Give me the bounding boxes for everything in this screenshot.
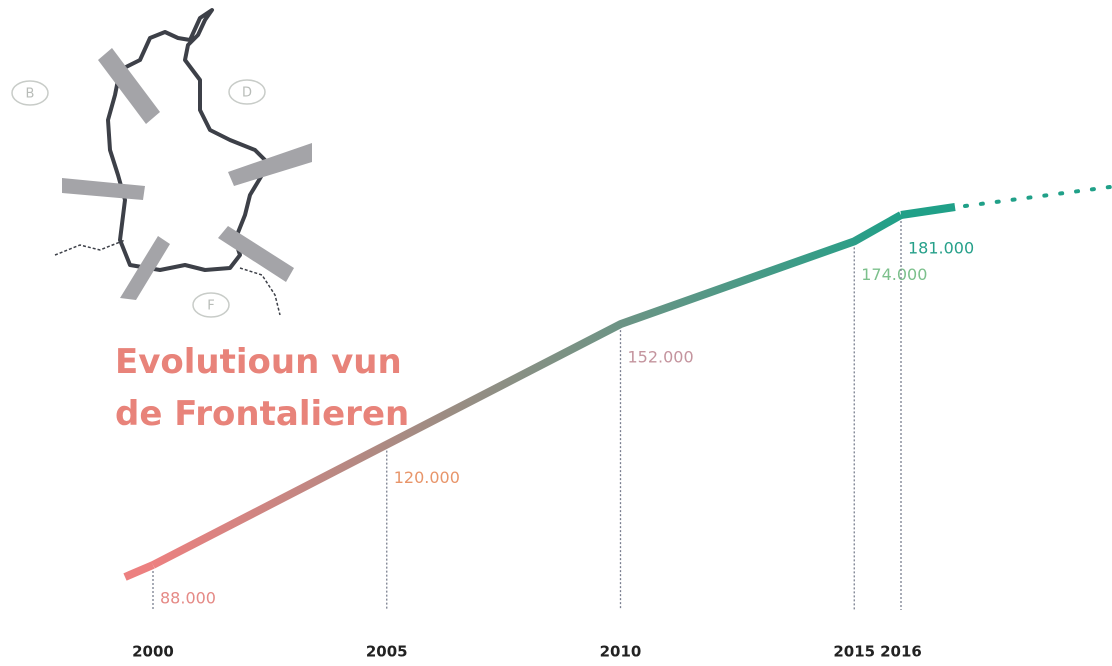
x-tick-label: 2015 <box>833 643 875 661</box>
line-dotted <box>963 185 1112 208</box>
value-label: 120.000 <box>394 468 460 487</box>
x-tick-label: 2000 <box>132 643 174 661</box>
map-label: D <box>242 86 252 101</box>
line-tail <box>900 203 956 219</box>
map-label: F <box>207 299 214 314</box>
x-tick-label: 2010 <box>600 643 642 661</box>
line <box>151 211 903 569</box>
map-label: B <box>26 87 35 102</box>
x-tick-label: 2005 <box>366 643 408 661</box>
value-label: 174.000 <box>861 265 927 284</box>
map: B D F <box>11 8 312 318</box>
x-tick-label: 2016 <box>880 643 922 661</box>
line-lead <box>123 561 155 581</box>
value-label: 88.000 <box>160 589 216 608</box>
value-label: 181.000 <box>908 239 974 258</box>
value-label: 152.000 <box>628 348 694 367</box>
chart-title: Evolutioun vun de Frontalieren <box>115 342 410 434</box>
